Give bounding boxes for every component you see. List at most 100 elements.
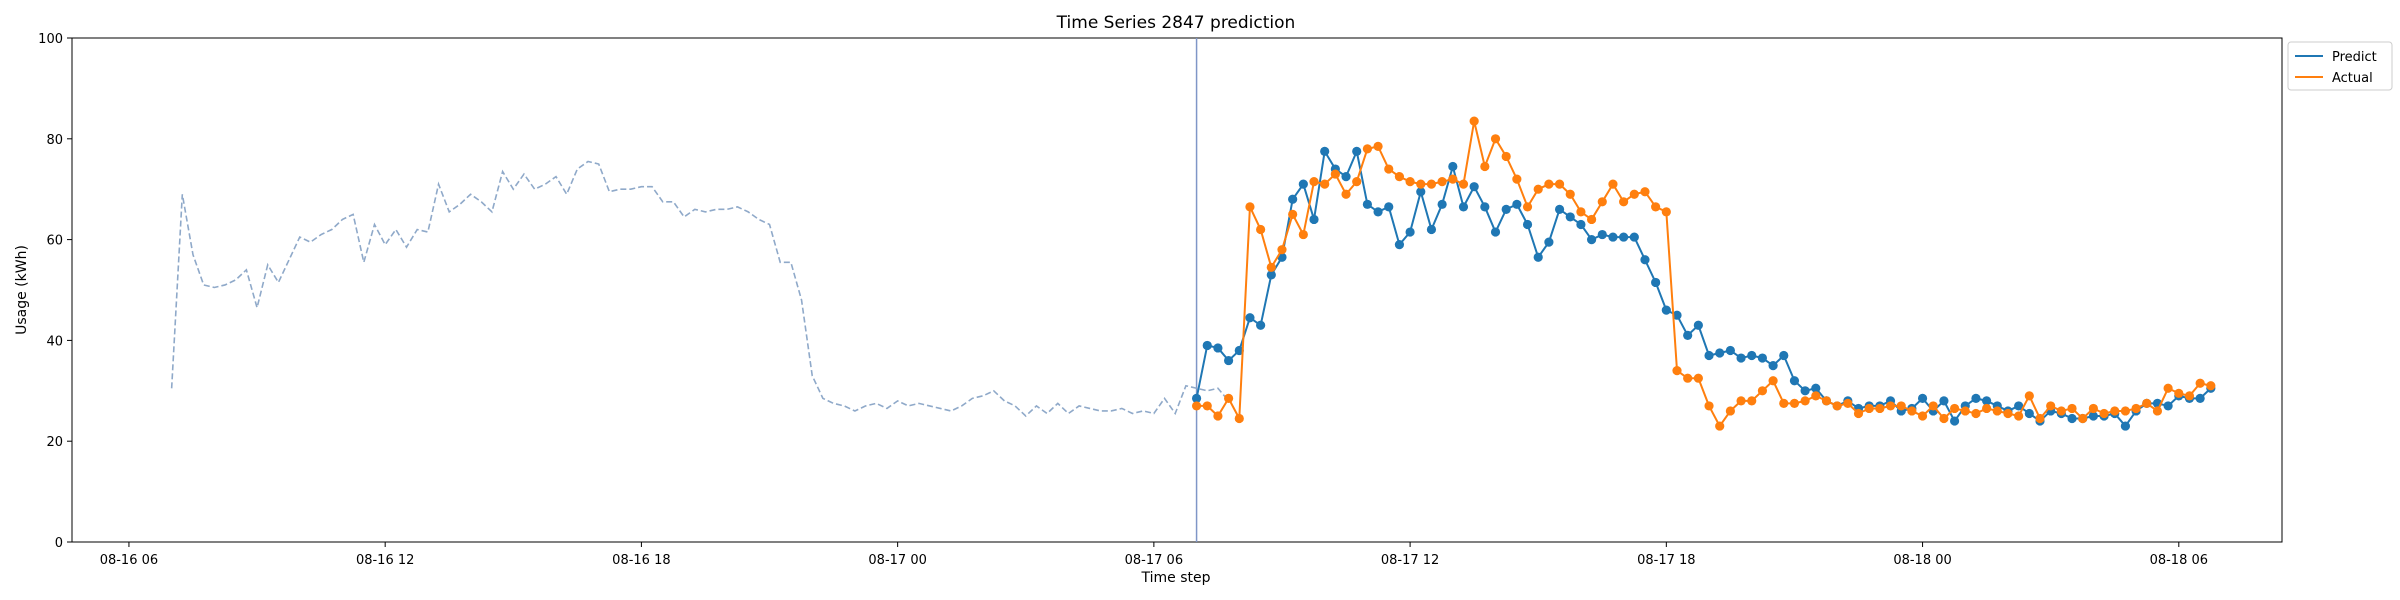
actual-point xyxy=(1320,179,1330,189)
predict-point xyxy=(1256,320,1266,330)
actual-point xyxy=(1832,401,1842,411)
predict-point xyxy=(1405,227,1415,237)
y-axis-title: Usage (kWh) xyxy=(14,245,30,335)
actual-point xyxy=(1597,197,1607,207)
actual-point xyxy=(1522,202,1533,212)
actual-point xyxy=(1554,179,1565,189)
x-axis: 08-16 06 08-16 12 08-16 18 08-17 00 08-17 06… xyxy=(100,542,2208,568)
y-tick-label: 80 xyxy=(46,133,63,148)
predict-point xyxy=(2088,411,2098,421)
actual-point xyxy=(1533,184,1543,194)
actual-point xyxy=(1640,187,1650,197)
actual-point xyxy=(1394,172,1405,182)
predict-point xyxy=(1939,396,1949,406)
y-tick-label: 100 xyxy=(38,32,63,47)
predict-point xyxy=(1501,204,1511,214)
y-tick-label: 60 xyxy=(46,234,63,249)
predict-point xyxy=(1576,219,1586,230)
history-line xyxy=(170,160,1230,418)
predict-point xyxy=(2024,408,2034,419)
actual-point xyxy=(1982,403,1992,414)
predict-point xyxy=(1554,204,1565,214)
actual-point xyxy=(1651,202,1661,212)
actual-point xyxy=(1949,403,1960,414)
predict-point xyxy=(1629,232,1639,242)
actual-point xyxy=(1971,408,1981,419)
x-tick-label: 08-18 06 xyxy=(2150,553,2208,568)
predict-point xyxy=(1384,202,1394,212)
predict-point xyxy=(1672,310,1682,320)
actual-point xyxy=(2120,406,2131,416)
actual-point xyxy=(1789,398,1800,408)
predict-point xyxy=(1800,386,1810,396)
actual-point xyxy=(1885,401,1896,411)
predict-point xyxy=(1757,353,1768,363)
actual-point xyxy=(1362,144,1372,154)
predict-point xyxy=(1288,194,1298,204)
actual-point xyxy=(1458,179,1469,189)
actual-point xyxy=(1191,401,1202,411)
actual-point xyxy=(1672,366,1682,376)
actual-point xyxy=(1683,373,1693,383)
x-tick-label: 08-18 00 xyxy=(1893,553,1951,568)
actual-point xyxy=(2163,383,2173,393)
actual-point xyxy=(1288,209,1298,219)
predict-point xyxy=(1458,202,1469,212)
actual-point xyxy=(1864,403,1874,414)
actual-point xyxy=(1939,413,1949,424)
actual-point xyxy=(2078,413,2088,424)
predict-point xyxy=(1309,214,1319,225)
predict-point xyxy=(1565,212,1575,222)
predict-point xyxy=(1512,199,1522,209)
actual-point xyxy=(1448,174,1458,184)
actual-point xyxy=(1629,189,1639,199)
actual-point xyxy=(1992,406,2002,416)
actual-point xyxy=(2088,403,2098,414)
y-tick-label: 40 xyxy=(46,334,63,349)
actual-point xyxy=(1928,401,1938,411)
predict-point xyxy=(1982,396,1992,406)
x-tick-label: 08-16 18 xyxy=(612,553,670,568)
predict-point xyxy=(1234,345,1244,356)
y-tick-label: 20 xyxy=(46,435,63,450)
actual-point xyxy=(1907,406,1917,416)
actual-point xyxy=(2195,378,2205,388)
predict-point xyxy=(1362,199,1372,209)
y-axis: 0 20 40 60 80 100 xyxy=(38,32,72,551)
predict-point xyxy=(1191,393,1202,403)
actual-point xyxy=(2003,408,2013,419)
predict-point xyxy=(1704,350,1714,361)
predict-point xyxy=(1426,224,1437,235)
plot-frame xyxy=(71,37,2283,543)
actual-point xyxy=(1330,169,1340,179)
predict-point xyxy=(1747,350,1757,361)
actual-point xyxy=(1234,413,1244,424)
x-tick-label: 08-16 12 xyxy=(356,553,414,568)
actual-point xyxy=(2110,406,2120,416)
predict-point xyxy=(2067,413,2077,424)
predict-point xyxy=(1736,353,1746,363)
actual-point xyxy=(1512,174,1522,184)
predict-series xyxy=(1191,146,2216,431)
actual-point xyxy=(1416,179,1426,189)
actual-point xyxy=(1224,393,1234,403)
actual-point xyxy=(1586,214,1597,225)
actual-point xyxy=(2142,398,2152,408)
actual-point xyxy=(1309,177,1319,187)
actual-point xyxy=(1437,177,1447,187)
actual-point xyxy=(1608,179,1618,189)
predict-point xyxy=(1683,330,1693,340)
predict-point xyxy=(1661,305,1671,315)
actual-point xyxy=(1725,406,1735,416)
actual-point xyxy=(1875,403,1885,414)
actual-point xyxy=(1256,224,1266,235)
predict-point xyxy=(1224,355,1234,366)
predict-point xyxy=(2014,401,2024,411)
legend-predict-label: Predict xyxy=(2332,50,2377,65)
actual-point xyxy=(1896,401,1906,411)
predict-point xyxy=(1533,252,1543,262)
actual-point xyxy=(1373,141,1383,151)
x-tick-label: 08-17 00 xyxy=(868,553,926,568)
predict-point xyxy=(1490,227,1501,237)
